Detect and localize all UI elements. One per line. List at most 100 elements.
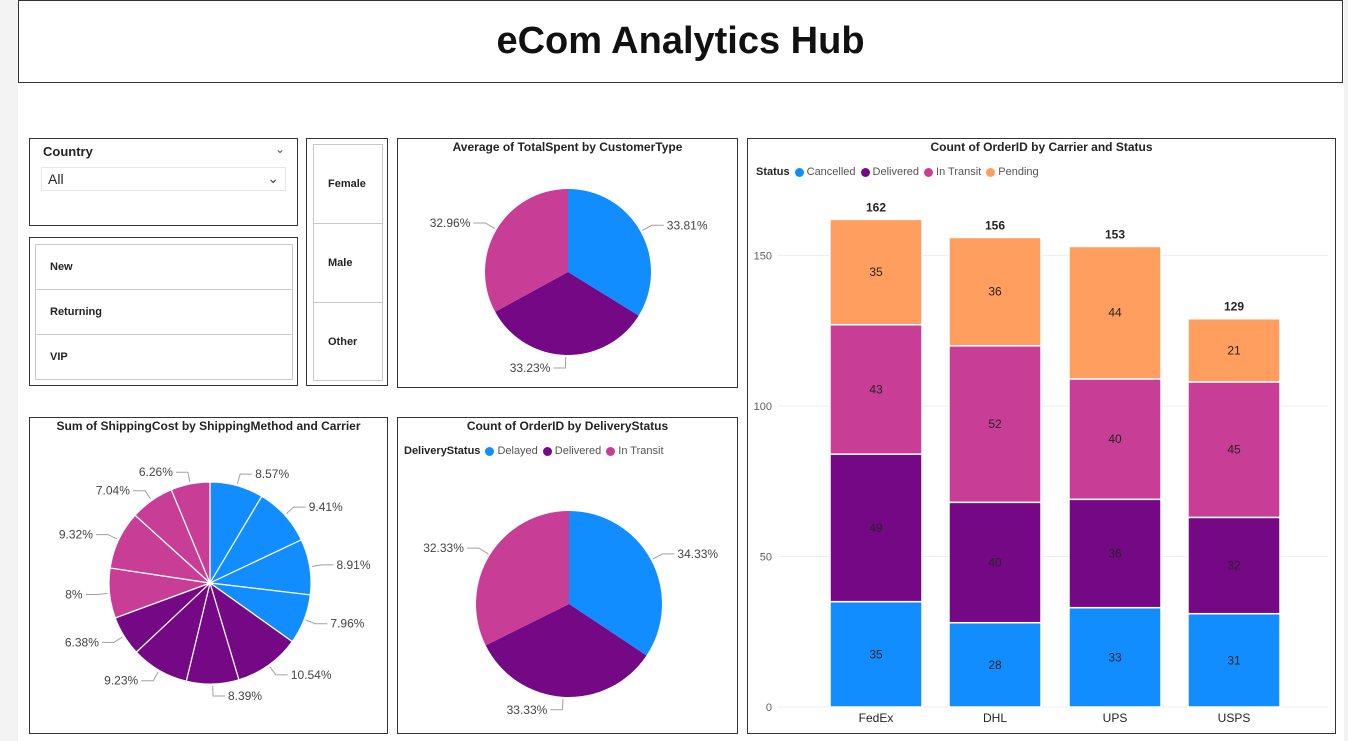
data-label: 33.33% xyxy=(507,703,548,717)
pie-slice[interactable] xyxy=(485,604,647,697)
legend-item-delivered[interactable]: Delivered xyxy=(542,445,602,457)
bar-segment[interactable] xyxy=(948,236,1042,347)
data-label: 44 xyxy=(1108,306,1122,320)
legend-item-pending[interactable]: Pending xyxy=(986,166,1039,178)
pie-slice[interactable] xyxy=(485,189,568,312)
chart-title: Average of TotalSpent by CustomerType xyxy=(452,140,683,154)
customer-type-pie-chart: 33.81% 33.23% 32.96% xyxy=(430,189,708,375)
shipping-cost-pie-card: Sum of ShippingCost by ShippingMethod an… xyxy=(29,417,388,734)
legend-item-in-transit[interactable]: In Transit xyxy=(606,445,664,457)
leader-line xyxy=(85,592,108,595)
slicer-item-new[interactable]: New xyxy=(35,244,293,290)
data-label: 28 xyxy=(988,658,1002,672)
data-label: 35 xyxy=(869,647,883,661)
bar-segment[interactable] xyxy=(829,600,923,708)
legend-title: Status xyxy=(756,166,790,178)
data-label: 35 xyxy=(869,265,883,279)
leader-line xyxy=(236,473,253,484)
y-tick-label: 0 xyxy=(766,702,772,714)
page-title: eCom Analytics Hub xyxy=(496,20,865,62)
bar-segment[interactable] xyxy=(948,621,1042,708)
data-label: 9.23% xyxy=(104,674,138,688)
bar-segment[interactable] xyxy=(829,323,923,455)
leader-line xyxy=(311,564,334,567)
data-label: 8.39% xyxy=(228,689,262,703)
leader-line xyxy=(305,619,328,625)
legend-dot-icon xyxy=(794,167,804,177)
bar-segment[interactable] xyxy=(829,218,923,326)
leader-line xyxy=(101,636,123,643)
legend-dot-icon xyxy=(986,167,996,177)
data-label: 34.33% xyxy=(677,547,718,561)
y-tick-label: 50 xyxy=(760,552,772,564)
data-label: 36 xyxy=(1108,546,1122,560)
bar-segment[interactable] xyxy=(1068,606,1162,708)
leader-line xyxy=(473,222,496,230)
collapse-chevron-icon[interactable]: ⌄ xyxy=(274,142,285,156)
data-label: 9.32% xyxy=(59,528,93,542)
country-dropdown[interactable]: All ⌄ xyxy=(41,167,286,191)
total-label: 162 xyxy=(866,200,886,214)
data-label: 43 xyxy=(869,382,883,396)
data-label: 36 xyxy=(988,285,1002,299)
data-label: 33.81% xyxy=(667,218,708,232)
right-margin xyxy=(1344,0,1348,741)
pie-slice[interactable] xyxy=(495,272,639,355)
data-label: 52 xyxy=(988,417,1002,431)
slicer-item-returning[interactable]: Returning xyxy=(35,289,293,335)
chevron-down-icon: ⌄ xyxy=(267,170,279,186)
slicer-item-label: New xyxy=(50,261,73,273)
leader-line xyxy=(132,490,152,500)
gender-slicer: Female Male Other xyxy=(306,138,388,386)
pie-slice[interactable] xyxy=(568,189,652,316)
delivery-status-pie-card: Count of OrderID by DeliveryStatus Deliv… xyxy=(397,417,738,734)
carrier-status-bar-card: Count of OrderID by Carrier and Status S… xyxy=(747,138,1336,734)
status-legend: Status Cancelled Delivered In Transit Pe… xyxy=(756,166,1039,178)
slicer-item-female[interactable]: Female xyxy=(313,144,383,224)
slicer-item-label: Other xyxy=(328,335,358,348)
legend-item-cancelled[interactable]: Cancelled xyxy=(794,166,856,178)
legend-item-delayed[interactable]: Delayed xyxy=(485,445,538,457)
slicer-item-other[interactable]: Other xyxy=(313,302,383,381)
legend-item-delivered[interactable]: Delivered xyxy=(860,166,919,178)
bar-segment[interactable] xyxy=(948,501,1042,624)
total-label: 129 xyxy=(1224,300,1244,314)
legend-label: In Transit xyxy=(618,445,664,457)
data-label: 7.04% xyxy=(96,484,130,498)
leader-line xyxy=(285,506,306,515)
data-label: 32.33% xyxy=(423,541,464,555)
data-label: 40 xyxy=(1108,432,1122,446)
pie-slice[interactable] xyxy=(476,511,569,646)
data-label: 8.57% xyxy=(255,467,289,481)
slicer-item-male[interactable]: Male xyxy=(313,223,383,303)
pie-slice[interactable] xyxy=(170,481,211,584)
leader-line xyxy=(212,685,225,697)
data-label: 32.96% xyxy=(430,216,471,230)
bar-segment[interactable] xyxy=(1187,381,1281,519)
delivery-status-legend: DeliveryStatus Delayed Delivered In Tran… xyxy=(404,445,664,457)
bar-segment[interactable] xyxy=(1068,245,1162,380)
bar-segment[interactable] xyxy=(1068,498,1162,609)
pie-slice[interactable] xyxy=(569,511,663,656)
bar-segment[interactable] xyxy=(1187,516,1281,615)
x-tick-label: UPS xyxy=(1103,711,1128,725)
bar-segment[interactable] xyxy=(829,453,923,603)
data-label: 45 xyxy=(1227,443,1241,457)
delivery-status-pie-chart: 34.33% 33.33% 32.33% xyxy=(423,511,718,717)
data-label: 6.38% xyxy=(65,635,99,649)
carrier-status-bar-chart: 0 50 100 150 35 49 43 35 162 FedEx 28 40 52 36 156 DHL 3… xyxy=(754,200,1328,725)
legend-dot-icon xyxy=(542,446,552,456)
dashboard-header: eCom Analytics Hub xyxy=(18,0,1343,83)
data-label: 33.23% xyxy=(510,361,551,375)
data-label: 8% xyxy=(65,588,83,602)
chart-title: Count of OrderID by DeliveryStatus xyxy=(466,419,669,433)
bar-segment[interactable] xyxy=(1187,317,1281,383)
legend-label: Delivered xyxy=(554,445,602,457)
country-slicer: Country ⌄ All ⌄ xyxy=(29,138,298,226)
leader-line xyxy=(550,698,564,711)
slicer-item-vip[interactable]: VIP xyxy=(35,334,293,380)
slicer-item-label: Returning xyxy=(50,306,102,318)
legend-item-in-transit[interactable]: In Transit xyxy=(924,166,981,178)
x-tick-label: DHL xyxy=(983,711,1007,725)
chart-title: Count of OrderID by Carrier and Status xyxy=(930,140,1153,154)
